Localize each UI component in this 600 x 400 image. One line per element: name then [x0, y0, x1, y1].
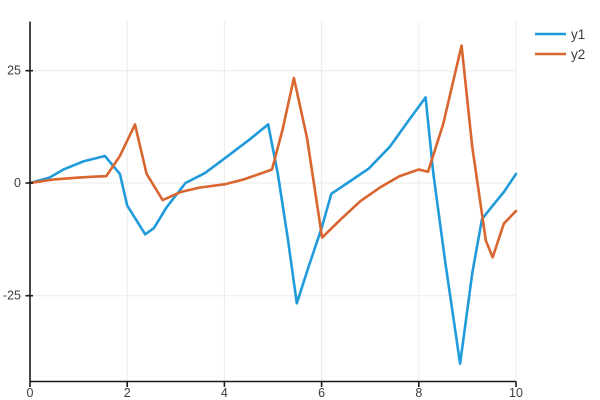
svg-text:y2: y2	[571, 47, 585, 62]
svg-text:-25: -25	[3, 289, 21, 303]
svg-text:25: 25	[7, 64, 21, 78]
svg-text:6: 6	[318, 386, 325, 400]
svg-text:y1: y1	[571, 27, 585, 42]
svg-text:10: 10	[509, 386, 523, 400]
svg-text:8: 8	[415, 386, 422, 400]
svg-text:4: 4	[221, 386, 228, 400]
svg-text:0: 0	[27, 386, 34, 400]
svg-text:0: 0	[14, 176, 21, 190]
svg-text:2: 2	[124, 386, 131, 400]
